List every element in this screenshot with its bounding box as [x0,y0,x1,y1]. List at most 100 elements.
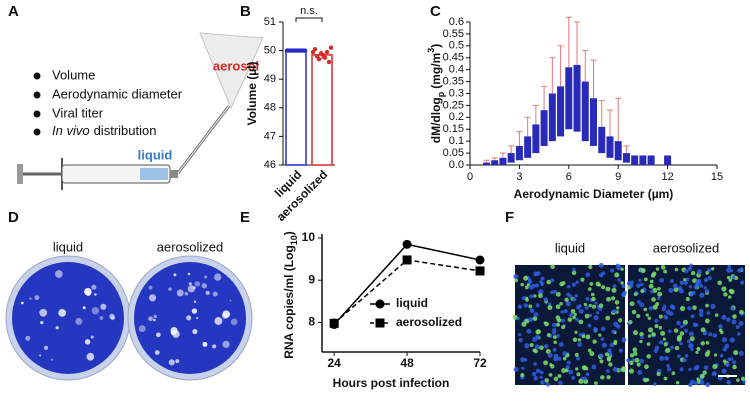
y-axis-label: Volume (µl) [245,61,259,125]
nucleus [606,296,611,302]
nucleus [676,320,681,326]
nucleus [547,352,553,358]
nucleus [639,358,644,364]
nucleus [588,313,593,318]
plaque [191,308,198,314]
nucleus [705,382,711,388]
nucleus [599,273,604,278]
nucleus [535,368,541,374]
nucleus [699,308,704,313]
plaque [156,332,161,338]
nucleus [679,325,684,329]
nucleus [546,279,551,285]
nucleus [736,378,740,382]
nucleus [533,271,539,277]
nucleus [700,327,706,333]
nucleus [690,270,696,276]
x-tick-label: 6 [566,171,572,183]
nucleus [673,328,679,333]
nucleus [726,317,731,322]
plaque [58,309,67,317]
y-tick-label: 0.25 [443,99,464,111]
nucleus [574,294,578,298]
nucleus [543,360,549,366]
range-bar [581,81,589,142]
nucleus [589,351,595,357]
nucleus [528,304,533,309]
nucleus [569,313,573,318]
nucleus [578,308,584,314]
plaque [193,286,196,290]
range-bar [532,124,540,154]
nucleus [533,375,539,381]
nucleus [540,380,545,385]
nucleus [702,370,707,375]
legend-marker [375,299,385,309]
nucleus [558,341,564,347]
nucleus [572,337,578,342]
aerosol-cloud [199,32,264,110]
nucleus [699,283,704,288]
nucleus [539,279,543,284]
nucleus [553,376,559,382]
nucleus [599,359,604,364]
y-axis-label: dM/dlogp (mg/m3) [426,44,446,144]
nucleus [518,332,522,337]
panel-label: D [8,209,19,226]
range-bar [664,155,672,165]
nucleus [731,275,736,280]
plaque [230,318,238,326]
nucleus [553,289,557,294]
nucleus [702,331,707,336]
plaque [184,291,189,296]
nucleus [550,364,555,369]
nucleus [677,354,681,358]
y-tick-label: 0.6 [449,16,464,28]
nucleus [620,367,626,373]
plaque [34,295,40,301]
nucleus [654,318,659,323]
plaque [187,285,195,293]
bullet-text: Aerodynamic diameter [52,86,183,101]
plate-label: liquid [53,239,83,254]
nucleus [684,328,689,333]
plaque [187,272,191,276]
nucleus [531,371,537,377]
nucleus [561,325,566,330]
nucleus [528,317,533,322]
nucleus [584,366,589,371]
plaque [43,345,49,351]
panel-label: E [240,209,250,226]
nucleus [539,345,544,350]
nucleus [727,264,732,269]
nucleus [587,323,592,328]
nucleus [657,296,661,301]
nucleus [529,342,534,348]
plaque [82,306,86,310]
marker [329,318,339,328]
nucleus [695,350,699,355]
nucleus [570,308,576,314]
nucleus [574,352,579,357]
nucleus [687,266,693,271]
y-tick-label: 50 [264,45,276,57]
nucleus [604,352,610,357]
nucleus [626,358,630,363]
nucleus [521,366,525,370]
nucleus [663,376,668,381]
nucleus [584,313,590,319]
data-point [312,46,318,52]
plaque [188,282,192,286]
nucleus [600,337,605,342]
range-bar [548,93,556,142]
nucleus [538,293,543,299]
nucleus [611,329,616,334]
nucleus [572,315,576,320]
nucleus [640,289,645,293]
plaque [154,350,160,355]
nucleus [553,353,559,359]
nucleus [688,343,694,349]
range-bar [622,153,630,163]
nucleus [610,268,615,273]
nucleus [674,267,679,272]
